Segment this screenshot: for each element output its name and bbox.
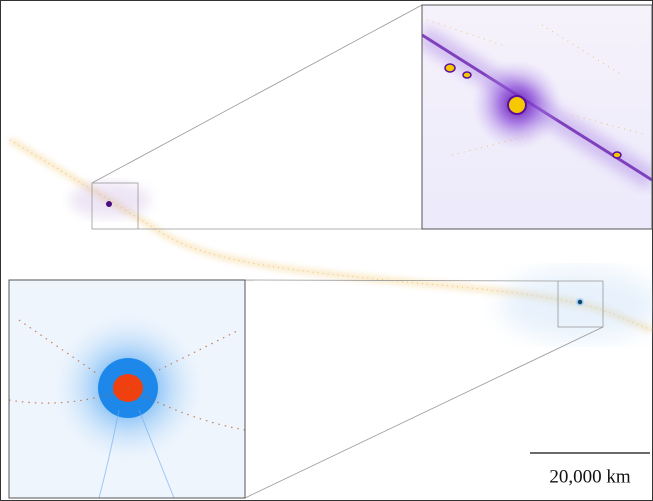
- scale-bar-label: 20,000 km: [549, 466, 631, 487]
- core: [106, 201, 112, 207]
- inset-upper: [422, 5, 652, 229]
- inset-lower: [9, 280, 245, 498]
- figure: 20,000 km: [0, 0, 653, 501]
